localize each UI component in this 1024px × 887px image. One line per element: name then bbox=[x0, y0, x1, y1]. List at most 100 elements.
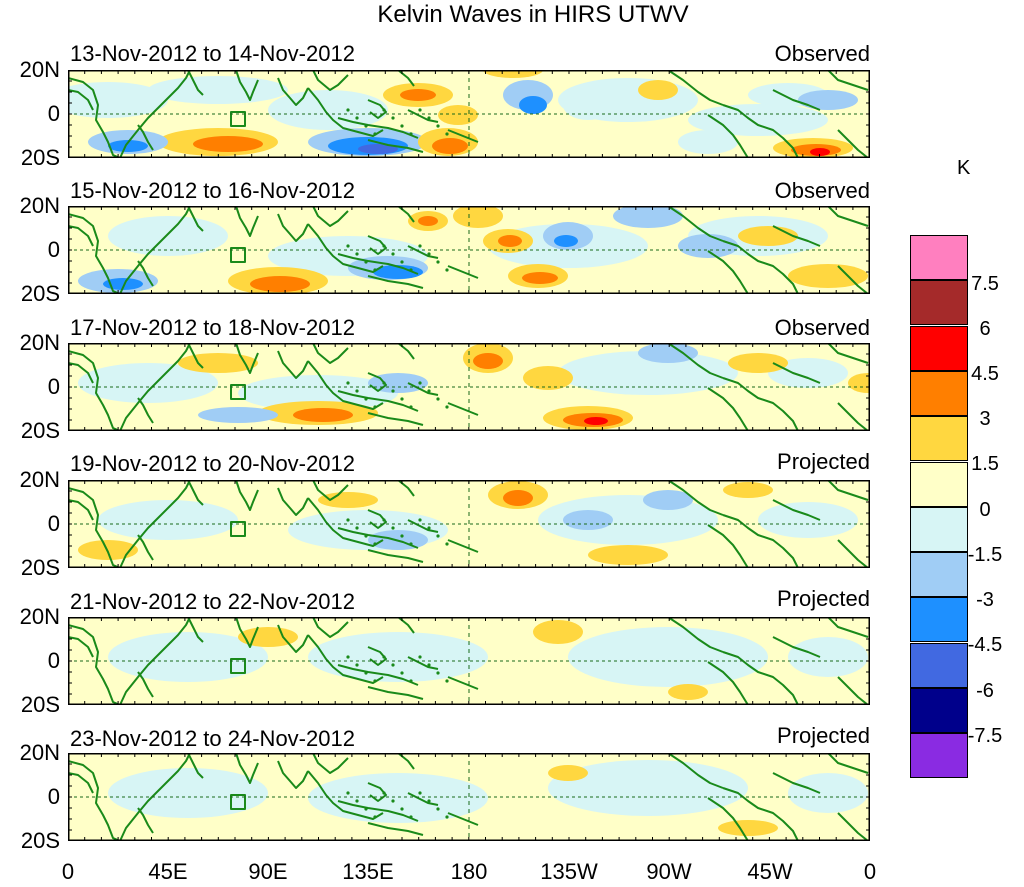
coastline bbox=[667, 617, 724, 653]
coastline bbox=[367, 509, 387, 529]
island-dot bbox=[346, 244, 350, 248]
panel-2-date-range: 15-Nov-2012 to 16-Nov-2012 bbox=[70, 178, 355, 203]
coastline bbox=[68, 772, 94, 794]
island-dot bbox=[373, 542, 377, 546]
coastline bbox=[187, 617, 204, 643]
island-dot bbox=[427, 663, 431, 667]
x-label-135e: 135E bbox=[342, 859, 394, 884]
island-dot bbox=[400, 260, 404, 264]
panel-2-type: Observed bbox=[774, 178, 870, 203]
coastline bbox=[277, 213, 309, 242]
anomaly-contour bbox=[108, 140, 148, 152]
colorbar-label: 6 bbox=[979, 318, 991, 340]
anomaly-contour bbox=[728, 353, 788, 373]
coastline bbox=[447, 402, 479, 416]
coastline bbox=[722, 240, 799, 294]
island-dot bbox=[418, 108, 422, 112]
y-label-20s: 20S bbox=[20, 145, 60, 170]
island-dot bbox=[373, 815, 377, 819]
coastline bbox=[667, 206, 724, 242]
anomaly-contour bbox=[250, 276, 310, 292]
y-label-0: 0 bbox=[47, 648, 60, 673]
coastline bbox=[772, 89, 821, 111]
coastline bbox=[68, 499, 94, 521]
coastline bbox=[235, 70, 259, 101]
island-dot bbox=[436, 534, 440, 538]
coastline bbox=[367, 275, 424, 289]
coastline bbox=[187, 480, 204, 506]
island-dot bbox=[391, 389, 395, 393]
coastline bbox=[235, 206, 259, 237]
coastline bbox=[707, 524, 749, 568]
panel-frame bbox=[68, 617, 870, 705]
anomaly-contour bbox=[108, 632, 268, 682]
colorbar-label: 3 bbox=[979, 408, 991, 430]
y-label-0: 0 bbox=[47, 101, 60, 126]
coastline bbox=[119, 343, 191, 431]
island-dot bbox=[400, 534, 404, 538]
island-dot bbox=[364, 397, 368, 401]
coastlines bbox=[68, 617, 869, 705]
anomaly-contour bbox=[108, 216, 228, 256]
coastline bbox=[827, 70, 869, 91]
island-dot bbox=[418, 244, 422, 248]
anomaly-contour bbox=[738, 226, 798, 246]
coastline bbox=[367, 412, 424, 426]
x-label-45w: 45W bbox=[747, 859, 793, 884]
island-dot bbox=[445, 268, 449, 272]
island-dot bbox=[436, 397, 440, 401]
anomaly-contour bbox=[688, 104, 828, 136]
coastline bbox=[837, 265, 869, 294]
island-dot bbox=[427, 799, 431, 803]
panel-frame bbox=[68, 206, 870, 294]
coastline bbox=[367, 822, 424, 836]
panel-6-date-range: 23-Nov-2012 to 24-Nov-2012 bbox=[70, 726, 355, 751]
island-dot bbox=[346, 108, 350, 112]
island-dot bbox=[427, 252, 431, 256]
anomaly-contour bbox=[788, 264, 868, 288]
anomaly-contour bbox=[268, 90, 388, 130]
coastline bbox=[667, 343, 724, 379]
island-dot bbox=[409, 405, 413, 409]
coastline bbox=[307, 497, 384, 547]
y-label-20s: 20S bbox=[20, 692, 60, 717]
panel-frame bbox=[68, 753, 870, 841]
anomaly-contour bbox=[723, 482, 773, 498]
coastline bbox=[447, 812, 479, 826]
island-dot bbox=[418, 381, 422, 385]
coastline bbox=[772, 499, 821, 521]
y-label-0: 0 bbox=[47, 237, 60, 262]
coastline bbox=[827, 206, 869, 227]
coastline bbox=[68, 487, 121, 568]
island-dot bbox=[382, 381, 386, 385]
anomaly-contour bbox=[473, 353, 503, 369]
coastline bbox=[307, 360, 384, 410]
coastline bbox=[397, 343, 415, 360]
coastlines bbox=[68, 70, 869, 158]
coastline bbox=[68, 89, 94, 111]
coastline bbox=[397, 617, 415, 634]
coastline bbox=[137, 534, 154, 561]
coastline bbox=[277, 77, 309, 106]
y-label-0: 0 bbox=[47, 511, 60, 536]
panel-frame bbox=[68, 480, 870, 568]
island-dot bbox=[427, 116, 431, 120]
anomaly-contour bbox=[103, 278, 143, 290]
coastline bbox=[235, 480, 259, 511]
coastline bbox=[397, 480, 415, 497]
coastline bbox=[119, 70, 191, 158]
coastline bbox=[407, 519, 439, 533]
x-label-0-end: 0 bbox=[863, 859, 877, 884]
coastline bbox=[667, 70, 724, 106]
island-dot bbox=[445, 132, 449, 136]
coastline bbox=[235, 343, 259, 374]
island-dot bbox=[409, 679, 413, 683]
coastline bbox=[312, 617, 349, 638]
colorbar-unit: K bbox=[957, 157, 971, 179]
region-box bbox=[230, 794, 246, 810]
coastline bbox=[707, 250, 749, 294]
y-label-20s: 20S bbox=[20, 281, 60, 306]
coastline bbox=[277, 487, 309, 516]
region-box bbox=[230, 111, 246, 127]
anomaly-contour bbox=[238, 375, 398, 411]
